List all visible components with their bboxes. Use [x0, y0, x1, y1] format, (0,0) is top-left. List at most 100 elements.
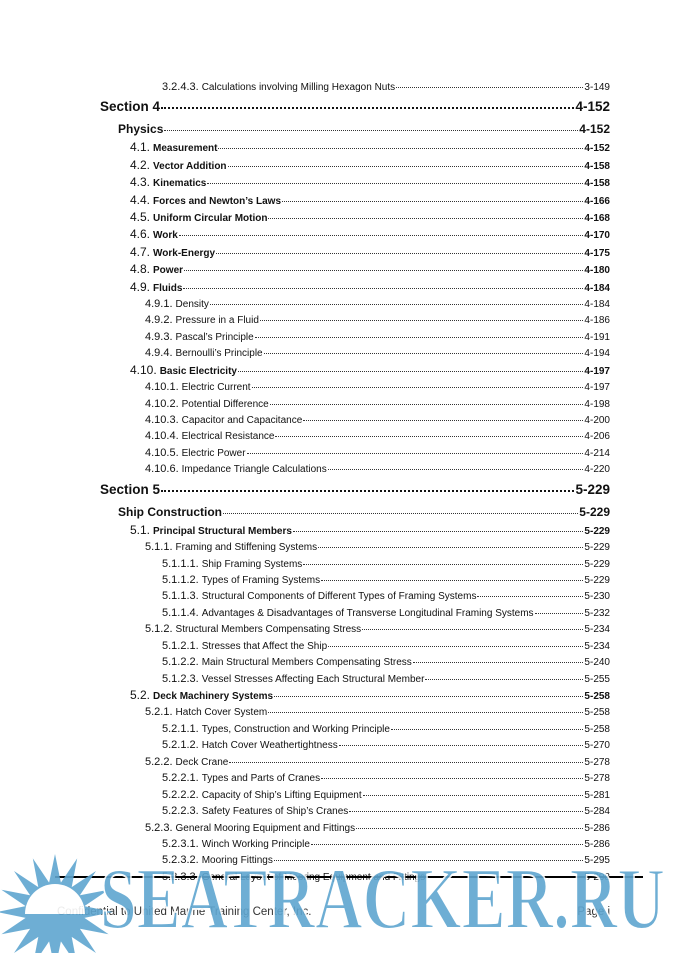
toc-entry[interactable]: Section 5 5-229 — [0, 478, 610, 502]
toc-entry-page: 5-278 — [584, 773, 610, 785]
toc-leader — [412, 662, 584, 664]
toc-entry-page: 4-197 — [584, 382, 610, 394]
toc-entry[interactable]: 5.1.1.4. Advantages & Disadvantages of Tr… — [0, 605, 610, 621]
toc-entry[interactable]: 5.2.1. Hatch Cover System 5-258 — [0, 704, 610, 720]
toc-entry[interactable]: 4.4. Forces and Newton’s Laws 4-166 — [0, 192, 610, 209]
toc-entry[interactable]: 4.9. Fluids 4-184 — [0, 279, 610, 296]
toc-entry[interactable]: 4.10. Basic Electricity 4-197 — [0, 362, 610, 379]
toc-entry[interactable]: 5.1.1.1. Ship Framing Systems 5-229 — [0, 556, 610, 572]
toc-entry-page: 5-240 — [584, 657, 610, 669]
toc-entry-number: 4.9.3. — [145, 330, 173, 343]
toc-entry-number: 4.10. — [130, 362, 157, 377]
toc-entry[interactable]: 5.2.2. Deck Crane 5-278 — [0, 754, 610, 770]
toc-entry-number: 4.6. — [130, 227, 151, 242]
toc-entry[interactable]: 4.10.2. Potential Difference 4-198 — [0, 396, 610, 412]
toc-entry[interactable]: 4.10.5. Electric Power 4-214 — [0, 445, 610, 461]
toc-entry-title: Impedance Triangle Calculations — [181, 464, 327, 476]
toc-entry-number: 5.1.1.3. — [162, 590, 199, 603]
toc-entry-title: Fluids — [153, 282, 183, 294]
toc-entry-title: Potential Difference — [181, 398, 269, 410]
toc-entry-page: 4-175 — [584, 247, 610, 259]
toc-entry[interactable]: Ship Construction 5-229 — [0, 502, 610, 522]
toc-leader — [209, 303, 584, 305]
toc-entry[interactable]: 5.2.2.3. Safety Features of Ship’s Cranes… — [0, 803, 610, 819]
toc-entry-title: Physics — [118, 122, 164, 137]
toc-entry[interactable]: 4.1. Measurement 4-152 — [0, 139, 610, 156]
toc-entry[interactable]: 4.7. Work-Energy 4-175 — [0, 244, 610, 261]
toc-entry[interactable]: 4.9.2. Pressure in a Fluid 4-186 — [0, 312, 610, 328]
toc-entry[interactable]: 4.10.3. Capacitor and Capacitance 4-200 — [0, 412, 610, 428]
toc-entry[interactable]: 5.1. Principal Structural Members 5-229 — [0, 522, 610, 539]
toc-entry[interactable]: 5.2. Deck Machinery Systems 5-258 — [0, 687, 610, 704]
toc-leader — [227, 165, 584, 167]
toc-entry-title: Measurement — [153, 143, 218, 155]
toc-entry[interactable]: 4.6. Work 4-170 — [0, 226, 610, 243]
toc-entry[interactable]: 5.1.1.3. Structural Components of Differe… — [0, 588, 610, 604]
toc-entry[interactable]: 5.1.1.2. Types of Framing Systems 5-229 — [0, 572, 610, 588]
toc-entry-title: Types of Framing Systems — [201, 574, 321, 586]
toc-entry-number: 5.1.2.1. — [162, 639, 199, 652]
toc-entry-title: Winch Working Principle — [201, 838, 310, 850]
toc-entry-page: 4-184 — [584, 298, 610, 310]
toc-entry-page: 5-229 — [584, 525, 610, 537]
toc-entry[interactable]: 5.1.2.2. Main Structural Members Compensa… — [0, 654, 610, 670]
toc-entry-page: 5-286 — [584, 838, 610, 850]
toc-entry[interactable]: 4.9.3. Pascal’s Principle 4-191 — [0, 329, 610, 345]
toc-entry-title: Structural Components of Different Types… — [201, 591, 477, 603]
toc-entry-page: 5-286 — [584, 822, 610, 834]
toc-entry-title: Safety Features of Ship’s Cranes — [201, 806, 349, 818]
toc-entry[interactable]: Section 4 4-152 — [0, 95, 610, 119]
toc-entry-number: 5.1.1.1. — [162, 557, 199, 570]
toc-entry-title: Capacitor and Capacitance — [181, 414, 303, 426]
toc-leader — [254, 336, 584, 338]
toc-entry[interactable]: 5.2.1.2. Hatch Cover Weathertightness 5-27… — [0, 737, 610, 753]
toc-entry-page: 4-206 — [584, 431, 610, 443]
toc-entry-page: 5-281 — [584, 789, 610, 801]
toc-entry[interactable]: 4.3. Kinematics 4-158 — [0, 174, 610, 191]
toc-entry-title: Vessel Stresses Affecting Each Structura… — [201, 673, 425, 685]
toc-entry[interactable]: 4.10.4. Electrical Resistance 4-206 — [0, 428, 610, 444]
toc-entry[interactable]: 4.9.4. Bernoulli’s Principle 4-194 — [0, 345, 610, 361]
toc-entry-title: Density — [175, 298, 209, 310]
toc-entry-title: Types and Parts of Cranes — [201, 773, 321, 785]
toc-leader — [274, 696, 584, 698]
toc-entry[interactable]: 5.2.3.2. Mooring Fittings 5-295 — [0, 852, 610, 868]
toc-entry-number: 4.2. — [130, 157, 151, 172]
toc-entry[interactable]: 4.10.1. Electric Current 4-197 — [0, 379, 610, 395]
toc-entry-page: 5-229 — [584, 574, 610, 586]
toc-entry[interactable]: 5.2.3.1. Winch Working Principle 5-286 — [0, 836, 610, 852]
toc-leader — [356, 827, 584, 829]
toc-entry-number: 5.1.1.4. — [162, 606, 199, 619]
toc-entry[interactable]: 5.1.2.1. Stresses that Affect the Ship 5-2… — [0, 638, 610, 654]
toc-entry-page: 5-295 — [584, 855, 610, 867]
toc-entry[interactable]: 4.2. Vector Addition 4-158 — [0, 157, 610, 174]
toc-entry-number: 3.2.4.3. — [162, 81, 199, 93]
toc-entry[interactable]: 4.9.1. Density 4-184 — [0, 296, 610, 312]
toc-leader — [263, 353, 584, 355]
toc-entry[interactable]: 5.2.3. General Mooring Equipment and Fitt… — [0, 820, 610, 836]
toc-leader — [178, 235, 584, 237]
toc-entry-title: Ship Framing Systems — [201, 558, 303, 570]
toc-entry[interactable]: 5.1.1. Framing and Stiffening Systems 5-22… — [0, 539, 610, 555]
toc-entry-number: 4.4. — [130, 192, 151, 207]
toc-entry-title: Pressure in a Fluid — [175, 315, 259, 327]
toc-entry[interactable]: 4.5. Uniform Circular Motion 4-168 — [0, 209, 610, 226]
toc-entry-number: 5.2.3.1. — [162, 837, 199, 850]
toc-entry[interactable]: 5.2.1.1. Types, Construction and Working … — [0, 721, 610, 737]
toc-entry[interactable]: 3.2.4.3. Calculations involving Milling H… — [0, 79, 610, 95]
toc-entry[interactable]: 5.2.2.1. Types and Parts of Cranes 5-278 — [0, 770, 610, 786]
toc-entry[interactable]: 4.10.6. Impedance Triangle Calculations 4-… — [0, 461, 610, 477]
toc-entry[interactable]: Physics 4-152 — [0, 119, 610, 139]
toc-entry-number: 5.2.2.3. — [162, 805, 199, 818]
toc-entry[interactable]: 5.1.2. Structural Members Compensating St… — [0, 621, 610, 637]
toc-leader — [327, 469, 584, 471]
toc-leader — [268, 218, 584, 219]
toc-entry[interactable]: 5.2.2.2. Capacity of Ship’s Lifting Equip… — [0, 787, 610, 803]
toc-entry-page: 4-152 — [575, 99, 610, 115]
toc-leader — [251, 387, 584, 389]
toc-entry[interactable]: 5.1.2.3. Vessel Stresses Affecting Each S… — [0, 671, 610, 687]
toc-leader — [390, 728, 584, 730]
toc-entry[interactable]: 4.8. Power 4-180 — [0, 261, 610, 278]
toc-leader — [477, 596, 584, 598]
toc-entry-page: 5-229 — [584, 558, 610, 570]
